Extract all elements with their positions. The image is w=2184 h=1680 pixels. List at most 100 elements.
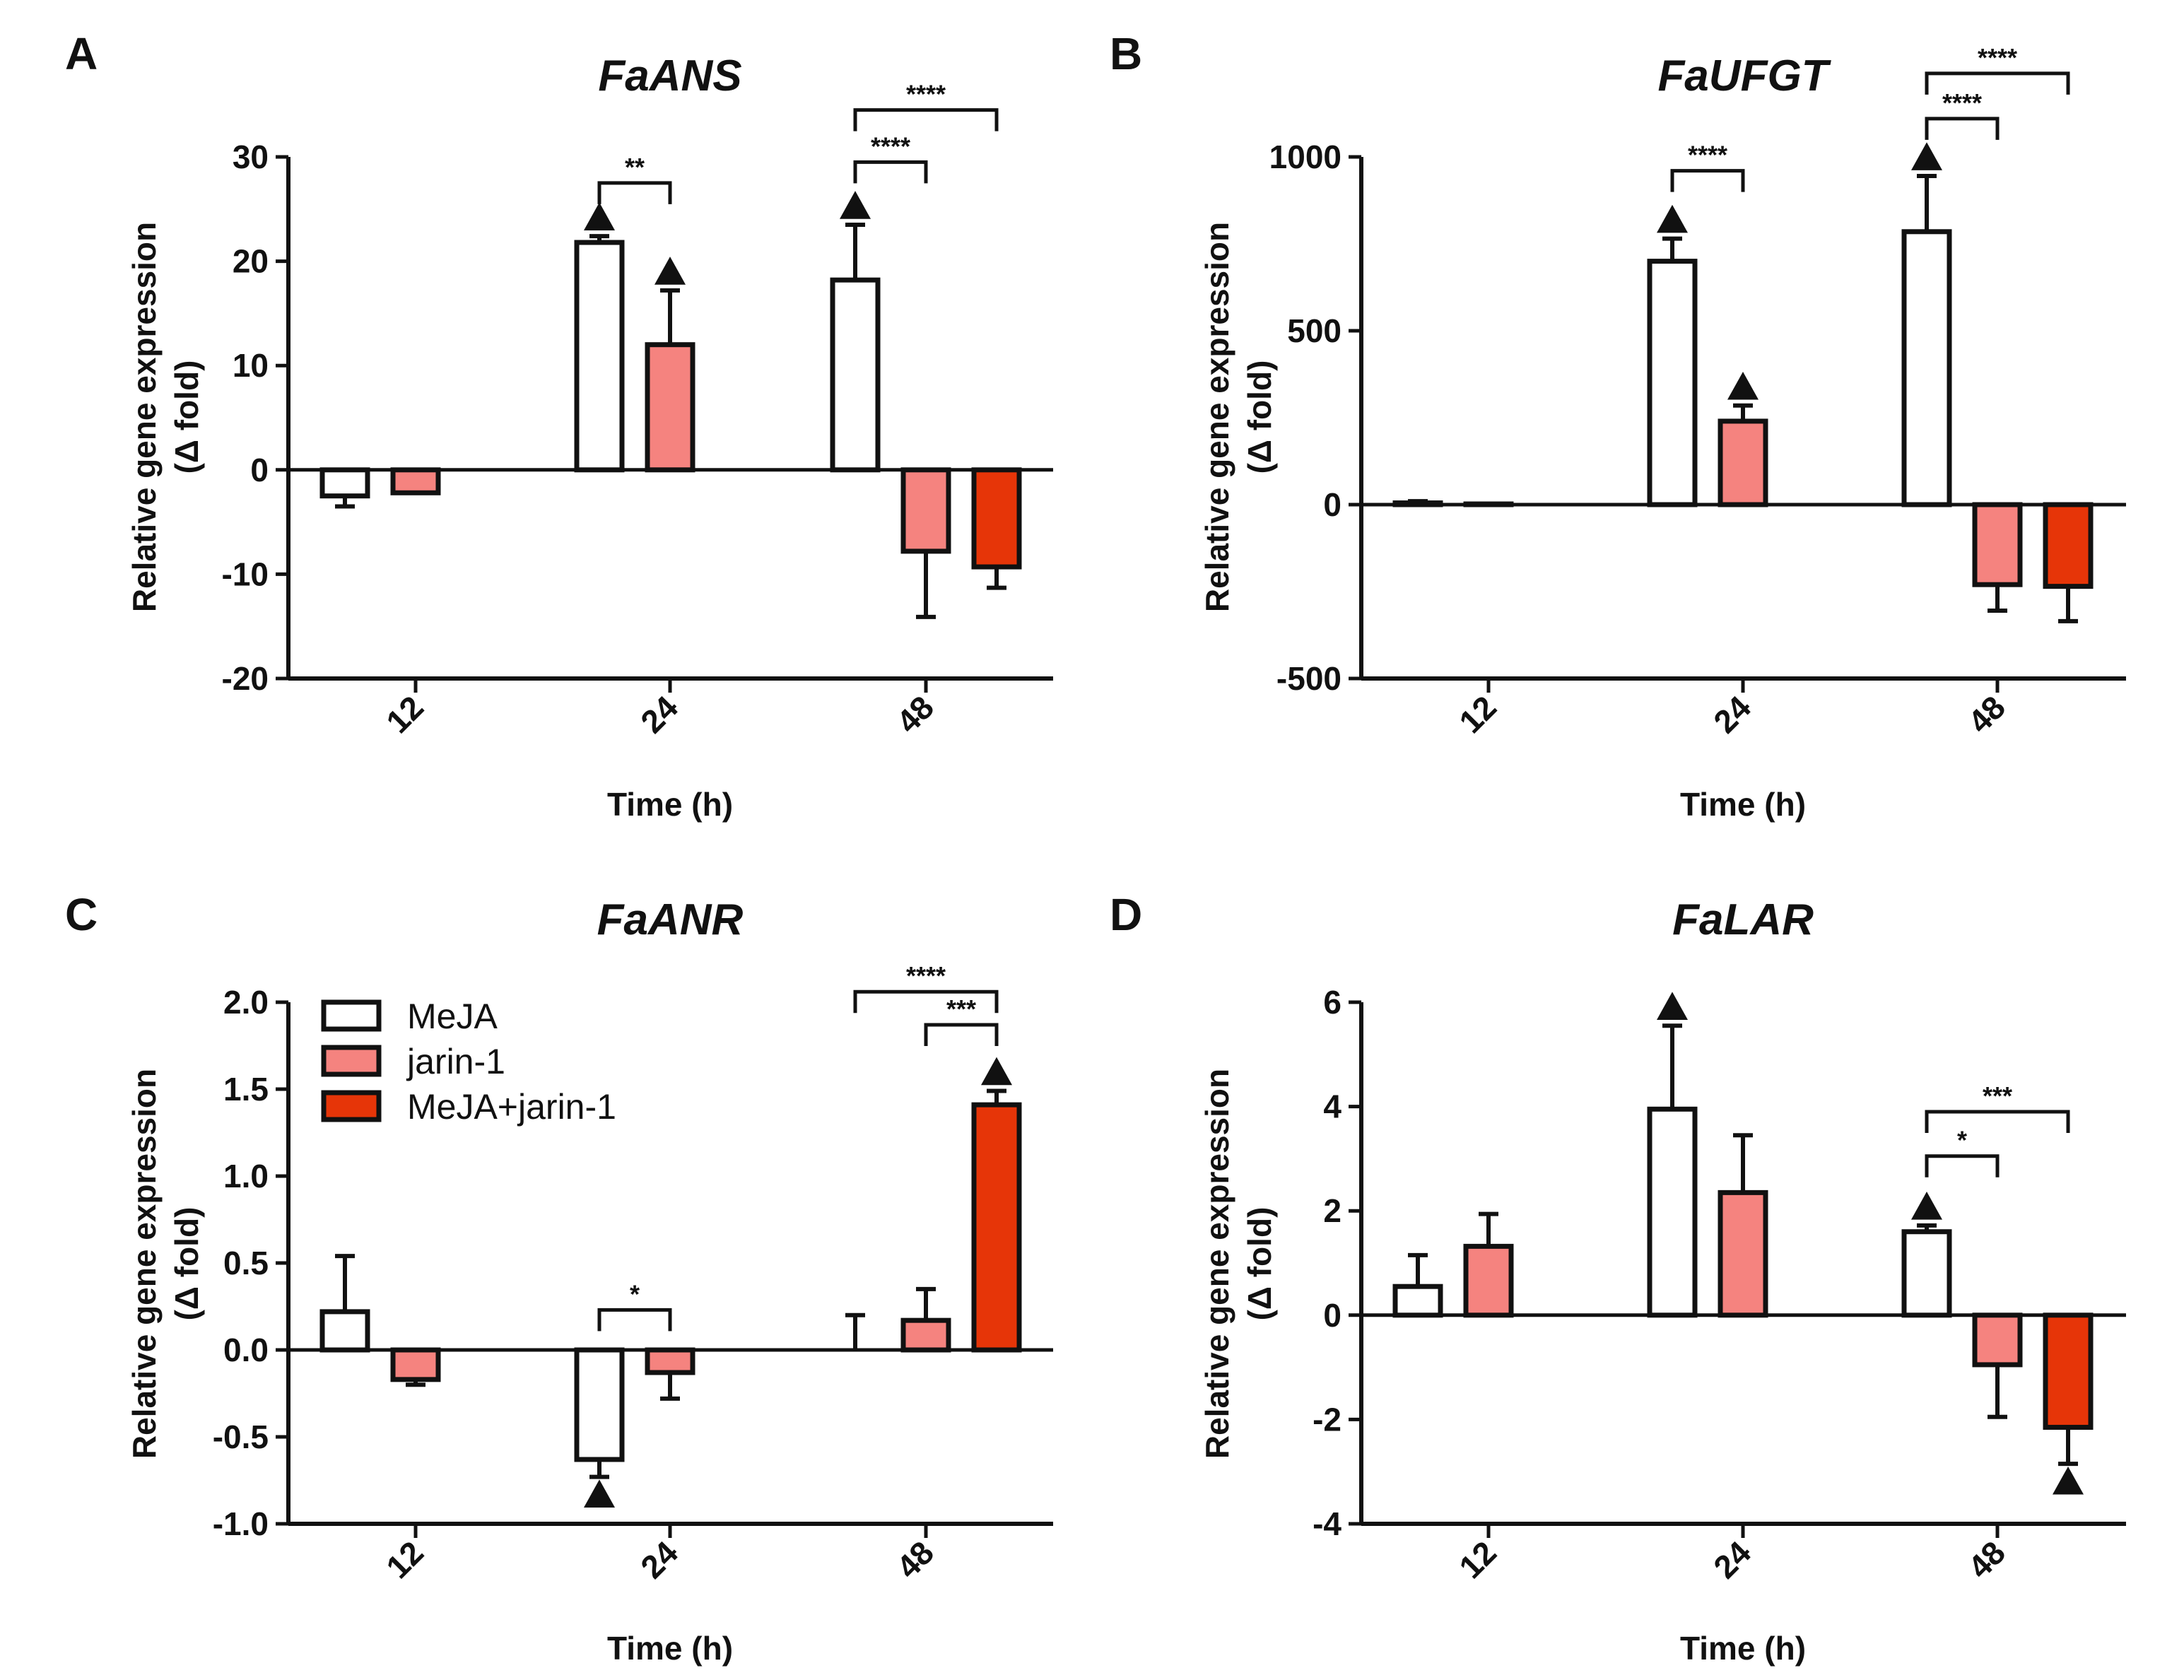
panel-b: B FaUFGT Relative gene expression (Δ fol…	[1110, 28, 1832, 823]
bar	[2043, 1312, 2094, 1430]
x-tick-label: 12	[1452, 688, 1503, 740]
bar	[1392, 500, 1443, 507]
significance-bracket	[1925, 1154, 2000, 1177]
significance-triangle	[1657, 992, 1688, 1020]
x-axis-label: Time (h)	[607, 786, 733, 823]
legend-label: MeJA+jarin-1	[407, 1087, 616, 1127]
plot-area: 2.01.51.00.50.0-0.5-1.012 24 48********	[213, 961, 1053, 1585]
bar	[1718, 1189, 1768, 1318]
panel-letter: A	[65, 28, 98, 79]
chart-title: FaANR	[597, 895, 744, 944]
y-tick-label: -4	[1313, 1505, 1341, 1542]
bar	[2043, 502, 2094, 589]
y-tick-label: 20	[233, 243, 269, 280]
bar	[390, 1347, 441, 1382]
significance-label: ****	[871, 131, 910, 160]
significance-bracket	[853, 160, 928, 184]
y-axis-unit: (Δ fold)	[168, 360, 205, 474]
y-tick-label: -500	[1276, 660, 1341, 697]
significance-label: ****	[1978, 43, 2017, 72]
y-tick-label: -2	[1313, 1401, 1341, 1438]
y-axis-title: Relative gene expression (Δ fold)	[1199, 1069, 1278, 1459]
bar	[971, 467, 1022, 570]
legend-swatch	[321, 999, 382, 1032]
y-tick-label: -10	[222, 556, 269, 592]
significance-label: ****	[1942, 88, 1982, 117]
significance-label: ****	[906, 961, 946, 990]
significance-label: ****	[906, 80, 946, 109]
y-axis-label: Relative gene expression	[1199, 1069, 1235, 1459]
legend-label: jarin-1	[406, 1042, 505, 1081]
panel-c: C FaANR Relative gene expression (Δ fold…	[65, 889, 744, 1667]
bar	[830, 277, 881, 473]
significance-bracket	[597, 1308, 672, 1332]
panel-letter: C	[65, 889, 98, 940]
chart-title: FaUFGT	[1657, 52, 1831, 100]
y-tick-label: 1000	[1269, 139, 1341, 175]
bar	[645, 1347, 695, 1375]
significance-label: *	[630, 1279, 640, 1308]
x-tick-label: 48	[889, 688, 941, 740]
y-axis-title: Relative gene expression (Δ fold)	[126, 222, 205, 612]
significance-triangle	[1657, 204, 1688, 233]
bar	[900, 1317, 951, 1353]
significance-bracket	[853, 108, 999, 131]
y-axis-unit: (Δ fold)	[1241, 1207, 1278, 1321]
significance-triangle	[2053, 1466, 2084, 1495]
x-tick-label: 48	[889, 1534, 941, 1585]
y-axis-unit: (Δ fold)	[168, 1207, 205, 1321]
significance-triangle	[1727, 371, 1759, 400]
x-axis-label: Time (h)	[1680, 1630, 1806, 1667]
bar	[900, 467, 951, 554]
significance-triangle	[584, 1479, 615, 1508]
legend-swatch	[321, 1090, 382, 1122]
significance-bracket	[1925, 117, 2000, 140]
y-tick-label: -20	[222, 660, 269, 697]
bar	[971, 1102, 1022, 1353]
bar	[1647, 259, 1698, 507]
bar	[574, 1347, 625, 1462]
bar	[645, 342, 695, 473]
x-tick-label: 12	[379, 688, 430, 740]
significance-bracket	[597, 181, 672, 204]
y-axis-label: Relative gene expression	[126, 1069, 163, 1459]
y-tick-label: 6	[1323, 984, 1341, 1021]
y-tick-label: 0	[250, 452, 269, 488]
significance-triangle	[1911, 1192, 1942, 1220]
y-axis-label: Relative gene expression	[1199, 222, 1235, 612]
bar	[1972, 1312, 2023, 1368]
y-axis-title: Relative gene expression (Δ fold)	[1199, 222, 1278, 612]
y-tick-label: 0	[1323, 486, 1341, 523]
x-tick-label: 24	[1706, 688, 1758, 740]
x-tick-label: 48	[1961, 1534, 2012, 1585]
bar	[1392, 1284, 1443, 1318]
y-tick-label: 4	[1323, 1088, 1341, 1125]
bar	[1463, 501, 1514, 507]
significance-triangle	[1911, 142, 1942, 170]
legend-item: MeJA+jarin-1	[321, 1087, 616, 1127]
significance-triangle	[840, 191, 871, 219]
x-tick-label: 24	[633, 1534, 685, 1585]
significance-bracket	[924, 1023, 999, 1046]
bar	[1463, 1243, 1514, 1318]
x-tick-label: 12	[1452, 1534, 1503, 1585]
x-axis-label: Time (h)	[1680, 786, 1806, 823]
x-tick-label: 24	[1706, 1534, 1758, 1585]
significance-bracket	[853, 989, 999, 1014]
y-tick-label: 0.5	[223, 1245, 269, 1281]
x-axis-label: Time (h)	[607, 1630, 733, 1667]
plot-area: 1000 500 0 -500 12 24 48 **** **** ****	[1269, 43, 2126, 740]
panel-d: D FaLAR Relative gene expression (Δ fold…	[1110, 889, 1814, 1667]
significance-bracket	[1670, 169, 1745, 192]
legend-swatch	[321, 1045, 382, 1077]
y-tick-label: 30	[233, 139, 269, 175]
y-tick-label: -0.5	[213, 1418, 269, 1455]
significance-triangle	[654, 257, 686, 285]
bar	[1718, 418, 1768, 507]
bar	[319, 1309, 370, 1353]
x-tick-label: 24	[633, 688, 685, 740]
y-tick-label: 1.5	[223, 1071, 269, 1108]
